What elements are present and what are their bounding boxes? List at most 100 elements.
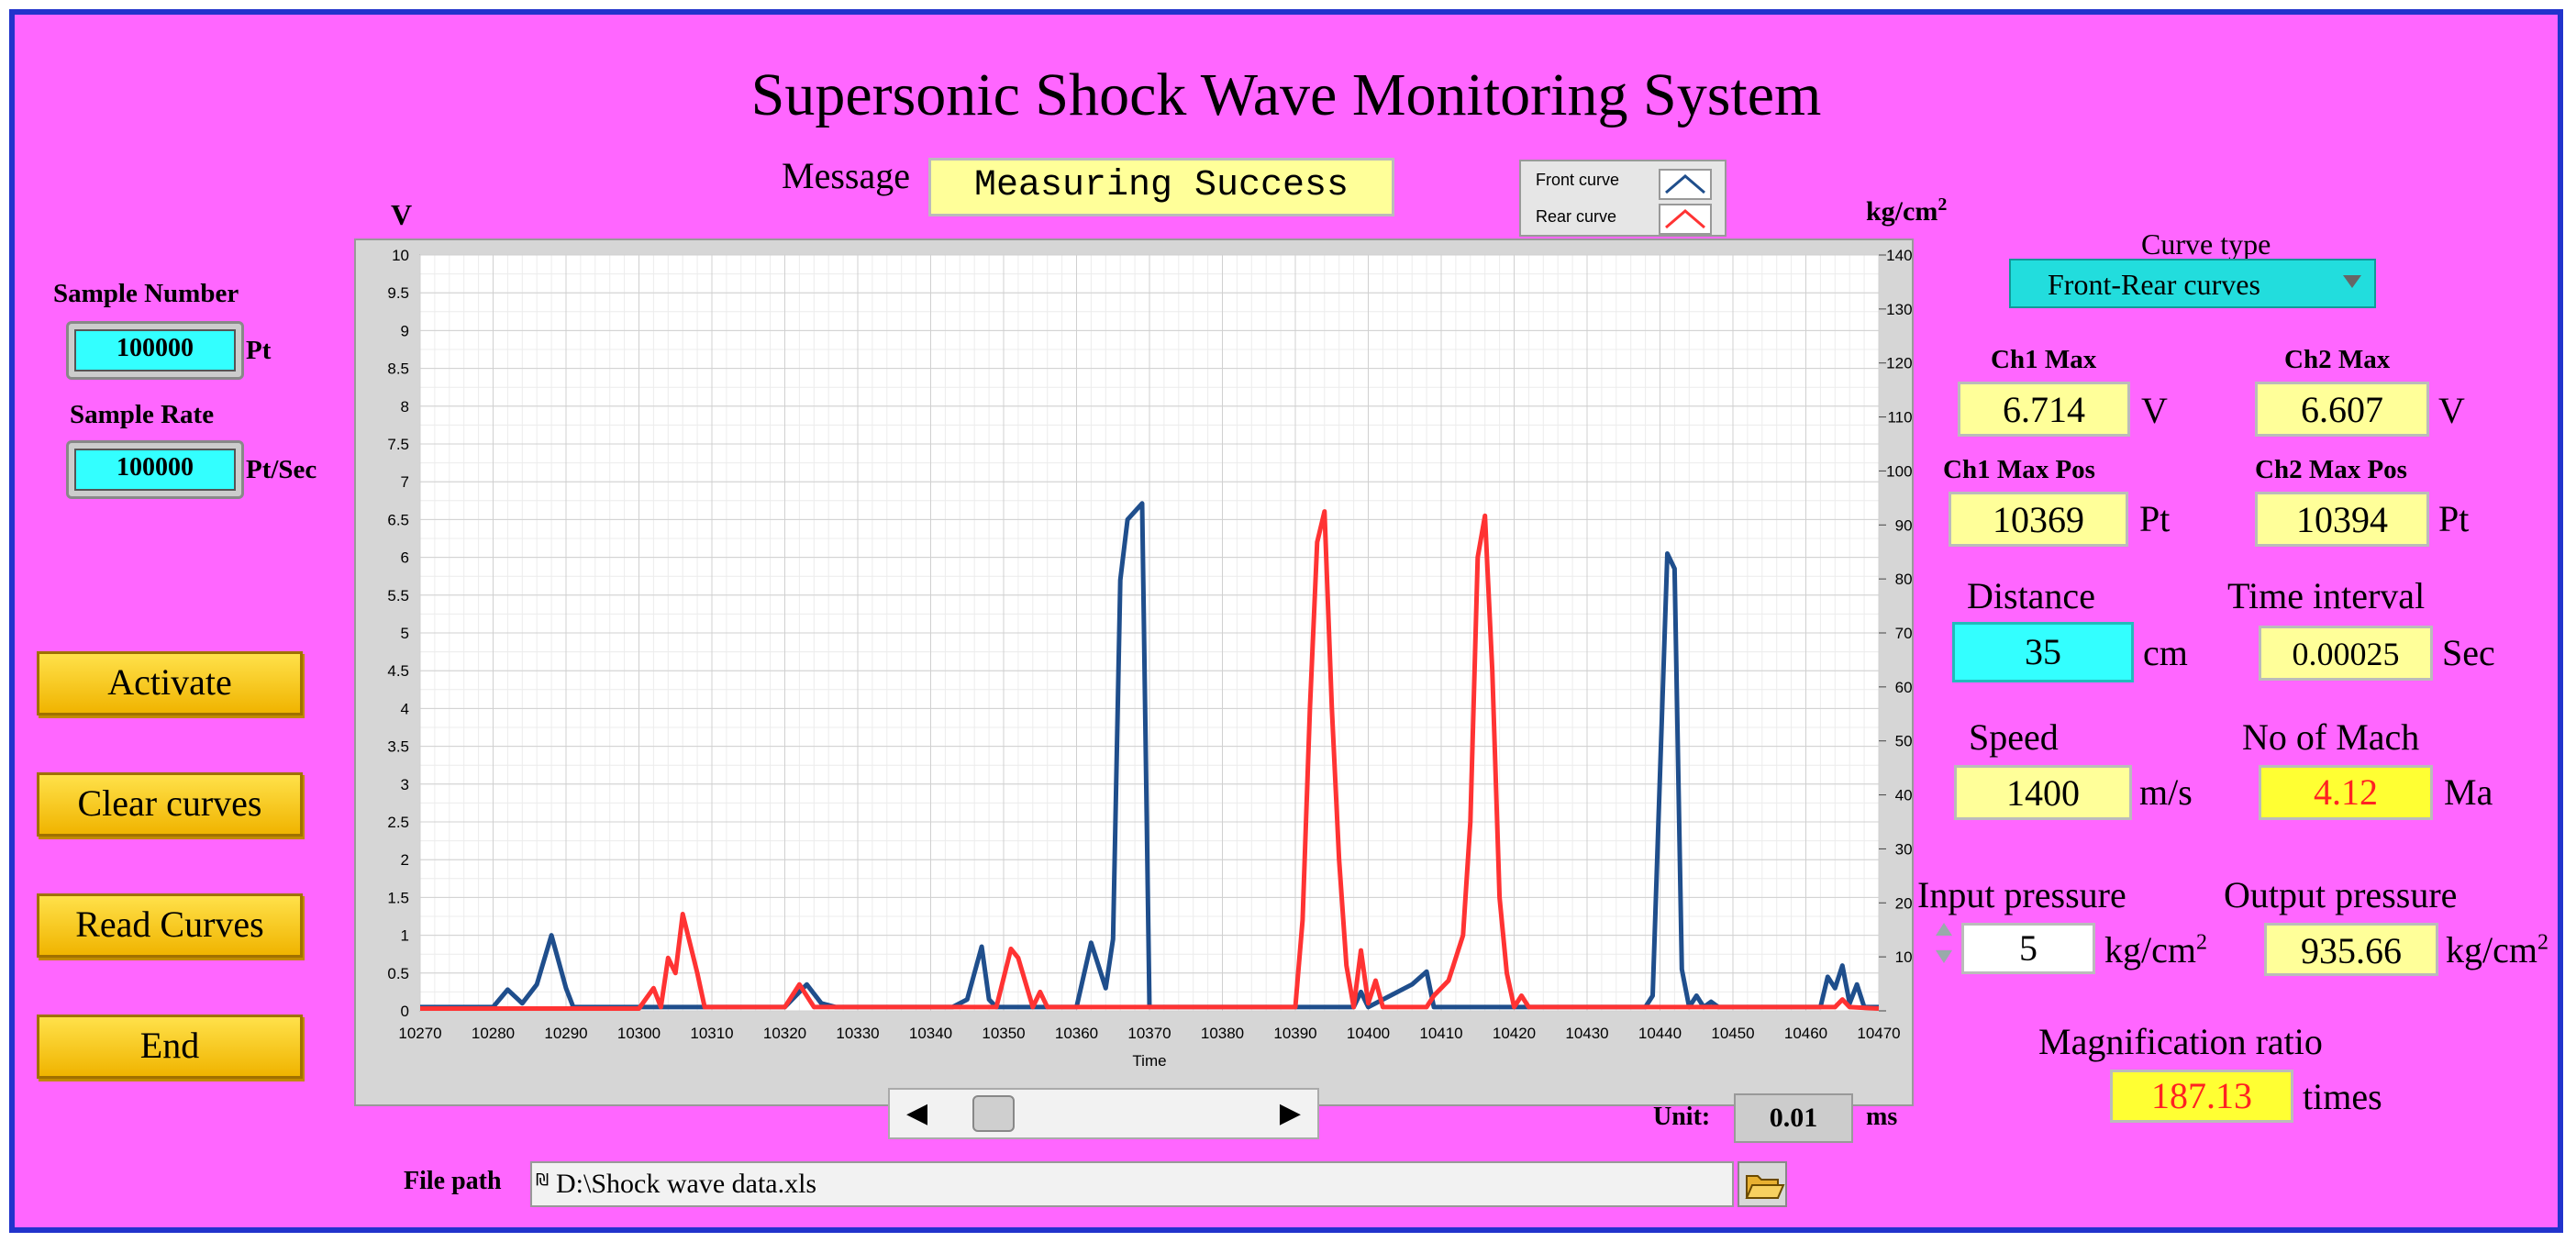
y-left-tick-label: 8.5 bbox=[387, 360, 409, 378]
y-right-tick-label: 400 bbox=[1895, 787, 1912, 804]
legend-front-label: Front curve bbox=[1536, 171, 1620, 189]
curve-type-select[interactable]: Front-Rear curves bbox=[2009, 259, 2376, 308]
folder-icon bbox=[1745, 1175, 1785, 1199]
y-left-tick-label: 8 bbox=[401, 398, 409, 416]
speed-label: Speed bbox=[1969, 716, 2059, 758]
file-path-value[interactable]: D:\Shock wave data.xls bbox=[556, 1169, 817, 1199]
y-right-tick-label: 1100 bbox=[1887, 409, 1912, 427]
ch1-max-pos-label: Ch1 Max Pos bbox=[1943, 455, 2095, 484]
x-tick-label: 10470 bbox=[1857, 1025, 1900, 1042]
x-tick-label: 10340 bbox=[909, 1025, 952, 1042]
mach-unit: Ma bbox=[2444, 771, 2493, 813]
sample-rate-field[interactable]: 100000 bbox=[74, 449, 236, 491]
legend-rear-swatch bbox=[1659, 204, 1712, 235]
x-tick-label: 10270 bbox=[398, 1025, 441, 1042]
ch2-max-unit: V bbox=[2438, 390, 2465, 431]
y-left-tick-label: 3 bbox=[401, 776, 409, 793]
x-tick-label: 10390 bbox=[1273, 1025, 1316, 1042]
message-label: Message bbox=[782, 155, 910, 196]
magnification-indicator: 187.13 bbox=[2110, 1070, 2293, 1123]
chart-scrollbar[interactable]: ◀ ▶ bbox=[888, 1088, 1319, 1139]
y-left-tick-label: 5 bbox=[401, 625, 409, 642]
sample-rate-unit: Pt/Sec bbox=[246, 455, 317, 484]
y-left-tick-label: 5.5 bbox=[387, 587, 409, 604]
ch2-max-indicator: 6.607 bbox=[2255, 382, 2429, 437]
x-tick-label: 10450 bbox=[1711, 1025, 1754, 1042]
window-title: Supersonic Shock Wave Monitoring System bbox=[750, 61, 1822, 128]
y-right-tick-label: 900 bbox=[1895, 516, 1912, 534]
x-tick-label: 10370 bbox=[1127, 1025, 1171, 1042]
y-left-tick-label: 1.5 bbox=[387, 889, 409, 906]
waveform-chart: 10270 10280 10290 10300 10310 10320 10330 10340… bbox=[387, 247, 1921, 1070]
left-axis-unit: V bbox=[391, 198, 413, 231]
y-left-tick-label: 4 bbox=[401, 700, 409, 717]
y-right-tick-label: 1000 bbox=[1886, 462, 1912, 480]
y-left-tick-label: 7 bbox=[401, 473, 409, 491]
y-right-tick-label: 1200 bbox=[1886, 355, 1912, 372]
increment-arrow-icon[interactable] bbox=[1936, 923, 1952, 936]
y-right-tick-label: 1300 bbox=[1886, 301, 1912, 318]
speed-unit: m/s bbox=[2139, 771, 2193, 813]
y-right-tick-label: 1400 bbox=[1886, 247, 1912, 264]
y-left-tick-label: 10 bbox=[392, 247, 409, 264]
decrement-arrow-icon[interactable] bbox=[1936, 950, 1952, 963]
output-pressure-unit: kg/cm2 bbox=[2446, 929, 2548, 970]
sample-rate-control[interactable]: 100000 bbox=[66, 440, 244, 499]
y-left-tick-label: 2.5 bbox=[387, 814, 409, 831]
x-tick-label: 10310 bbox=[690, 1025, 733, 1042]
chart-legend: Front curve Rear curve bbox=[1519, 160, 1727, 237]
y-left-tick-label: 4.5 bbox=[387, 662, 409, 680]
mach-label: No of Mach bbox=[2242, 716, 2420, 758]
x-tick-label: 10430 bbox=[1565, 1025, 1608, 1042]
x-tick-label: 10420 bbox=[1493, 1025, 1536, 1042]
sample-number-label: Sample Number bbox=[53, 279, 239, 308]
y-left-tick-label: 7.5 bbox=[387, 436, 409, 453]
sample-number-control[interactable]: 100000 bbox=[66, 321, 244, 380]
browse-folder-button[interactable] bbox=[1738, 1161, 1787, 1207]
input-pressure-field[interactable]: 5 bbox=[1961, 923, 2095, 974]
x-axis-title: Time bbox=[1132, 1052, 1166, 1070]
y-right-tick-label: 600 bbox=[1895, 679, 1912, 696]
mach-indicator: 4.12 bbox=[2259, 765, 2433, 820]
scroll-thumb[interactable] bbox=[972, 1095, 1016, 1132]
main-panel: Supersonic Shock Wave Monitoring System … bbox=[9, 9, 2563, 1233]
right-axis-unit: kg/cm2 bbox=[1866, 194, 1948, 227]
y-left-tick-label: 2 bbox=[401, 851, 409, 869]
unit-label: Unit: bbox=[1653, 1103, 1711, 1131]
sample-number-unit: Pt bbox=[246, 336, 272, 365]
unit-indicator: 0.01 bbox=[1734, 1093, 1853, 1143]
activate-button[interactable]: Activate bbox=[37, 651, 303, 715]
x-tick-label: 10360 bbox=[1055, 1025, 1098, 1042]
x-tick-label: 10400 bbox=[1347, 1025, 1390, 1042]
clear-curves-button[interactable]: Clear curves bbox=[37, 772, 303, 837]
y-right-tick-label: 800 bbox=[1895, 571, 1912, 588]
y-left-tick-label: 3.5 bbox=[387, 738, 409, 756]
message-indicator: Measuring Success bbox=[928, 158, 1394, 216]
x-tick-label: 10380 bbox=[1201, 1025, 1244, 1042]
file-path-field[interactable]: ₪ D:\Shock wave data.xls bbox=[530, 1161, 1734, 1207]
y-left-tick-label: 1 bbox=[401, 927, 409, 945]
output-pressure-indicator: 935.66 bbox=[2264, 923, 2438, 976]
sample-number-field[interactable]: 100000 bbox=[74, 329, 236, 371]
curve-type-label: Curve type bbox=[2141, 227, 2271, 261]
y-right-tick-label: 700 bbox=[1895, 625, 1912, 642]
ch1-max-indicator: 6.714 bbox=[1958, 382, 2130, 437]
ch1-max-unit: V bbox=[2141, 390, 2168, 431]
end-button[interactable]: End bbox=[37, 1015, 303, 1079]
input-pressure-unit: kg/cm2 bbox=[2104, 929, 2207, 970]
y-left-tick-label: 0.5 bbox=[387, 965, 409, 982]
dropdown-arrow-icon[interactable] bbox=[2343, 275, 2361, 288]
read-curves-button[interactable]: Read Curves bbox=[37, 893, 303, 958]
input-pressure-stepper[interactable] bbox=[1936, 919, 1954, 969]
y-right-tick-label: 100 bbox=[1895, 948, 1912, 966]
y-left-tick-label: 9 bbox=[401, 322, 409, 339]
legend-rear-label: Rear curve bbox=[1536, 207, 1617, 226]
sample-rate-label: Sample Rate bbox=[70, 400, 215, 429]
x-tick-label: 10330 bbox=[836, 1025, 879, 1042]
distance-unit: cm bbox=[2143, 632, 2188, 673]
distance-label: Distance bbox=[1967, 575, 2095, 616]
scroll-left-arrow-icon[interactable]: ◀ bbox=[906, 1097, 928, 1129]
time-interval-label: Time interval bbox=[2227, 575, 2426, 616]
scroll-right-arrow-icon[interactable]: ▶ bbox=[1279, 1097, 1301, 1129]
legend-front-swatch bbox=[1659, 169, 1712, 200]
